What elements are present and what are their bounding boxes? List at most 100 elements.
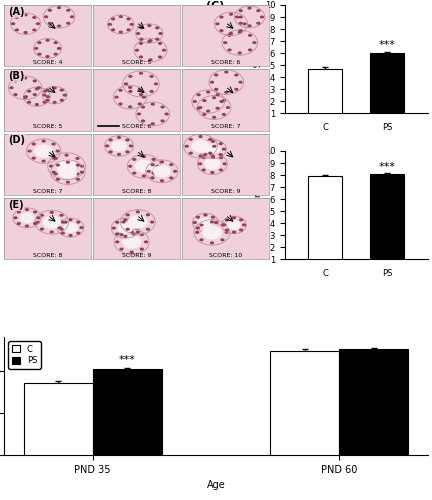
Circle shape: [75, 157, 79, 160]
Circle shape: [248, 6, 252, 10]
Circle shape: [224, 70, 229, 74]
Text: SCORE: 9: SCORE: 9: [122, 253, 151, 258]
Bar: [370, 53, 404, 125]
Circle shape: [119, 30, 123, 34]
Circle shape: [232, 230, 236, 234]
Circle shape: [224, 90, 229, 94]
Circle shape: [159, 32, 163, 35]
Circle shape: [41, 160, 46, 162]
Circle shape: [219, 168, 223, 172]
Text: SCORE: 7: SCORE: 7: [211, 124, 240, 130]
Circle shape: [229, 32, 233, 35]
Circle shape: [184, 144, 189, 148]
Circle shape: [136, 32, 140, 35]
Circle shape: [238, 80, 243, 84]
Bar: [24, 382, 92, 455]
Circle shape: [235, 16, 239, 18]
Circle shape: [45, 55, 50, 58]
Circle shape: [63, 222, 78, 233]
Circle shape: [152, 172, 156, 174]
Circle shape: [42, 100, 47, 104]
Circle shape: [144, 240, 148, 244]
Circle shape: [45, 39, 50, 42]
Circle shape: [165, 112, 169, 116]
Text: (C): (C): [206, 0, 225, 10]
Circle shape: [27, 100, 31, 104]
Circle shape: [169, 163, 173, 166]
Circle shape: [76, 164, 80, 166]
Circle shape: [117, 153, 121, 156]
Text: SCORE: 8: SCORE: 8: [33, 253, 62, 258]
Circle shape: [126, 18, 130, 20]
Circle shape: [154, 82, 158, 86]
Circle shape: [248, 48, 252, 51]
Circle shape: [222, 99, 226, 102]
Circle shape: [59, 228, 64, 230]
Circle shape: [248, 24, 252, 28]
Circle shape: [137, 112, 141, 116]
Circle shape: [51, 156, 56, 160]
Circle shape: [66, 22, 70, 25]
Text: (D): (D): [8, 136, 25, 145]
Text: ***: ***: [119, 356, 136, 366]
Circle shape: [216, 94, 220, 96]
X-axis label: Age: Age: [206, 480, 226, 490]
Circle shape: [135, 48, 139, 51]
Circle shape: [160, 106, 165, 108]
Circle shape: [25, 208, 29, 211]
Circle shape: [49, 164, 53, 168]
Circle shape: [70, 16, 74, 18]
Circle shape: [48, 9, 52, 12]
Circle shape: [156, 164, 160, 168]
Circle shape: [206, 144, 220, 154]
Circle shape: [118, 102, 123, 106]
Circle shape: [37, 41, 41, 44]
Circle shape: [197, 94, 201, 96]
Circle shape: [219, 156, 223, 159]
Text: ***: ***: [379, 40, 396, 50]
Circle shape: [42, 216, 61, 228]
Circle shape: [234, 74, 238, 76]
Circle shape: [131, 232, 136, 235]
Circle shape: [193, 221, 197, 224]
Circle shape: [219, 16, 224, 18]
Circle shape: [210, 171, 215, 174]
Circle shape: [146, 170, 151, 173]
Circle shape: [114, 96, 119, 98]
Circle shape: [206, 110, 210, 112]
Circle shape: [60, 232, 65, 234]
Circle shape: [76, 178, 80, 181]
Text: SCORE: 10: SCORE: 10: [209, 253, 242, 258]
Circle shape: [64, 154, 69, 156]
Circle shape: [211, 156, 215, 158]
Circle shape: [34, 144, 53, 158]
Circle shape: [64, 176, 69, 178]
Circle shape: [223, 41, 227, 44]
Circle shape: [66, 9, 70, 12]
Circle shape: [198, 218, 213, 228]
Circle shape: [222, 162, 227, 166]
Circle shape: [219, 100, 224, 103]
Circle shape: [42, 90, 47, 92]
Circle shape: [115, 240, 119, 244]
Circle shape: [105, 144, 109, 148]
Bar: [270, 350, 340, 455]
Circle shape: [37, 52, 41, 56]
Circle shape: [32, 142, 36, 146]
Circle shape: [128, 164, 132, 168]
Circle shape: [147, 40, 152, 43]
Circle shape: [242, 224, 246, 226]
Circle shape: [54, 41, 58, 44]
Circle shape: [27, 150, 32, 152]
Circle shape: [52, 101, 57, 104]
Circle shape: [122, 235, 141, 248]
Circle shape: [121, 220, 126, 224]
Circle shape: [149, 90, 154, 93]
Circle shape: [239, 228, 243, 232]
Circle shape: [222, 113, 226, 116]
Circle shape: [219, 29, 224, 32]
Circle shape: [214, 74, 218, 76]
Circle shape: [118, 89, 123, 92]
Circle shape: [219, 153, 223, 156]
Circle shape: [155, 26, 159, 30]
